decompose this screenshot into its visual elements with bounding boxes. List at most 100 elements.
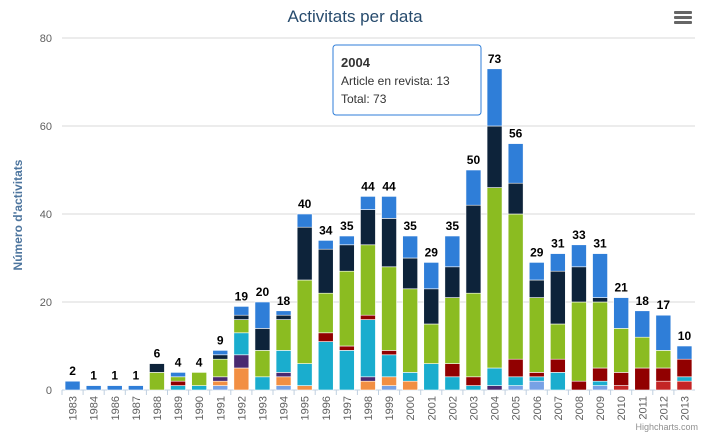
stack-total-label: 29	[425, 245, 439, 259]
bar-segment	[528, 297, 545, 373]
stack-total-label: 19	[235, 289, 249, 303]
x-tick-label: 1994	[279, 396, 291, 420]
bar-segment	[465, 385, 482, 391]
bar-segment	[233, 306, 250, 316]
x-tick-label: 1986	[110, 396, 122, 420]
stack-total-label: 73	[488, 52, 502, 66]
x-tick-label: 2009	[595, 396, 607, 420]
bar-segment	[191, 372, 207, 386]
y-tick-label: 0	[46, 385, 52, 397]
bar-segment	[676, 380, 693, 391]
stack-total-label: 18	[277, 294, 291, 308]
bar-segment	[64, 380, 81, 391]
stack-total-label: 4	[175, 355, 182, 369]
stack-total-label: 31	[593, 237, 607, 251]
bar-segment	[233, 314, 250, 320]
bar-segment	[381, 354, 397, 378]
tooltip-line: Total: 73	[341, 92, 387, 106]
x-tick-label: 2007	[553, 396, 565, 420]
stack-total-label: 56	[509, 127, 523, 141]
stack-total-label: 29	[530, 245, 544, 259]
credit[interactable]: Highcharts.com	[635, 422, 698, 432]
bar-segment	[296, 279, 313, 364]
bar-segment	[275, 319, 292, 351]
bar-segment	[254, 328, 271, 351]
bar-segment	[528, 262, 545, 281]
menu-bar	[674, 16, 692, 19]
bar-segment	[212, 358, 229, 378]
bar-segment	[571, 301, 587, 382]
bar-segment	[528, 279, 545, 298]
bar-segment	[317, 341, 334, 391]
bar-segment	[592, 367, 608, 382]
bar-segment	[275, 385, 292, 391]
x-tick-label: 2003	[468, 396, 480, 420]
bar-segment	[170, 372, 186, 378]
tooltip: 2004 Article en revista: 13 Total: 73	[332, 44, 482, 116]
bar-segment	[634, 310, 651, 338]
bar-segment	[296, 213, 313, 228]
bar-segment	[507, 358, 524, 378]
x-tick-label: 1987	[131, 396, 143, 420]
bar-segment	[254, 350, 271, 378]
y-tick-label: 60	[40, 121, 52, 133]
bar-segment	[655, 350, 672, 369]
bar-segment	[507, 376, 524, 386]
bar-segment	[296, 363, 313, 386]
stack-total-label: 1	[133, 369, 140, 383]
bar-segment	[170, 380, 186, 386]
bar-segment	[381, 196, 397, 219]
stack-total-label: 35	[340, 219, 354, 233]
stack-total-label: 31	[551, 237, 565, 251]
menu-bar	[674, 11, 692, 14]
bar-segment	[528, 380, 545, 391]
y-tick-label: 80	[40, 33, 52, 45]
bar-segment	[592, 385, 608, 391]
bar-segment	[592, 253, 608, 298]
stack-total-label: 20	[256, 285, 270, 299]
bar-segment	[507, 143, 524, 184]
stack-total-label: 50	[467, 153, 481, 167]
x-tick-label: 2002	[447, 396, 459, 420]
stack-total-label: 4	[196, 355, 203, 369]
stack-total-label: 9	[217, 333, 224, 347]
bar-segment	[423, 288, 440, 325]
chart-title: Activitats per data	[287, 7, 423, 26]
bar-segment	[170, 376, 186, 382]
bar-segment	[254, 376, 271, 391]
bar-segment	[360, 244, 376, 316]
bar-segment	[128, 385, 144, 391]
bar-segment	[317, 240, 334, 250]
bar-segment	[212, 380, 229, 386]
x-tick-label: 1990	[194, 396, 206, 420]
stack-total-label: 2	[69, 364, 76, 378]
bar-segment	[655, 314, 672, 351]
bar-segment	[423, 363, 440, 391]
bar-segment	[212, 385, 229, 391]
stack-total-label: 35	[403, 219, 417, 233]
x-tick-label: 1988	[152, 396, 164, 420]
x-tick-label: 2004	[490, 396, 502, 420]
stack-total-label: 17	[657, 298, 671, 312]
bar-segment	[676, 376, 693, 382]
menu-button[interactable]	[674, 11, 692, 24]
bar-segment	[444, 297, 461, 364]
bar-segment	[339, 244, 355, 272]
bar-segment	[486, 68, 503, 127]
bar-segment	[444, 363, 461, 378]
bar-segment	[592, 301, 608, 369]
bar-segment	[550, 372, 566, 391]
bar-segment	[444, 235, 461, 268]
stack-total-label: 44	[382, 179, 396, 193]
bar-segment	[486, 367, 503, 386]
bar-segment	[634, 336, 651, 369]
bar-segment	[106, 385, 123, 391]
stack-total-label: 10	[678, 329, 692, 343]
bar-segment	[507, 385, 524, 391]
bar-segment	[402, 235, 418, 259]
bar-segment	[254, 301, 271, 329]
x-tick-label: 2000	[405, 396, 417, 420]
bar-segment	[275, 372, 292, 378]
x-tick-label: 2005	[511, 396, 523, 420]
bar-segment	[676, 345, 693, 360]
